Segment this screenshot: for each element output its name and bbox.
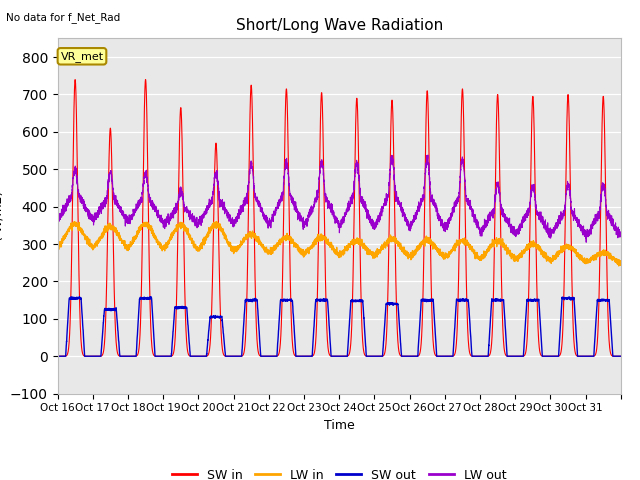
LW in <box>360 240 368 246</box>
LW in <box>617 258 625 264</box>
SW in <box>360 351 368 357</box>
SW out <box>360 321 368 327</box>
SW in <box>522 350 529 356</box>
SW in <box>195 353 202 359</box>
SW in <box>54 353 61 359</box>
SW out <box>617 353 625 359</box>
LW out <box>582 240 590 245</box>
LW out <box>54 214 61 219</box>
LW out <box>617 231 625 237</box>
Line: LW out: LW out <box>58 155 621 242</box>
SW in <box>390 201 398 207</box>
LW out <box>360 205 368 211</box>
LW in <box>170 228 178 233</box>
LW out <box>494 180 502 186</box>
SW in <box>617 353 625 359</box>
LW in <box>522 246 529 252</box>
Line: LW in: LW in <box>58 221 621 266</box>
LW out <box>390 172 398 178</box>
LW out <box>170 206 178 212</box>
Line: SW out: SW out <box>58 297 621 356</box>
Text: No data for f_Net_Rad: No data for f_Net_Rad <box>6 12 121 23</box>
X-axis label: Time: Time <box>324 419 355 432</box>
SW out <box>522 320 529 325</box>
Y-axis label: ( W/m2): ( W/m2) <box>0 191 4 241</box>
SW in <box>536 350 544 356</box>
LW out <box>424 152 432 158</box>
LW out <box>522 217 529 223</box>
Title: Short/Long Wave Radiation: Short/Long Wave Radiation <box>236 18 443 33</box>
SW out <box>390 301 398 307</box>
LW in <box>390 238 398 243</box>
SW out <box>494 298 502 303</box>
SW out <box>54 353 61 359</box>
LW in <box>494 238 502 243</box>
SW in <box>494 94 502 99</box>
SW out <box>536 316 544 322</box>
Line: SW in: SW in <box>58 80 621 356</box>
LW in <box>536 245 544 251</box>
LW in <box>54 242 61 248</box>
Legend: SW in, LW in, SW out, LW out: SW in, LW in, SW out, LW out <box>167 464 511 480</box>
SW out <box>76 294 83 300</box>
LW out <box>536 214 544 220</box>
SW in <box>71 77 79 83</box>
SW out <box>171 309 179 315</box>
LW in <box>212 218 220 224</box>
LW in <box>615 263 623 269</box>
SW in <box>171 344 179 350</box>
Text: VR_met: VR_met <box>60 51 104 62</box>
